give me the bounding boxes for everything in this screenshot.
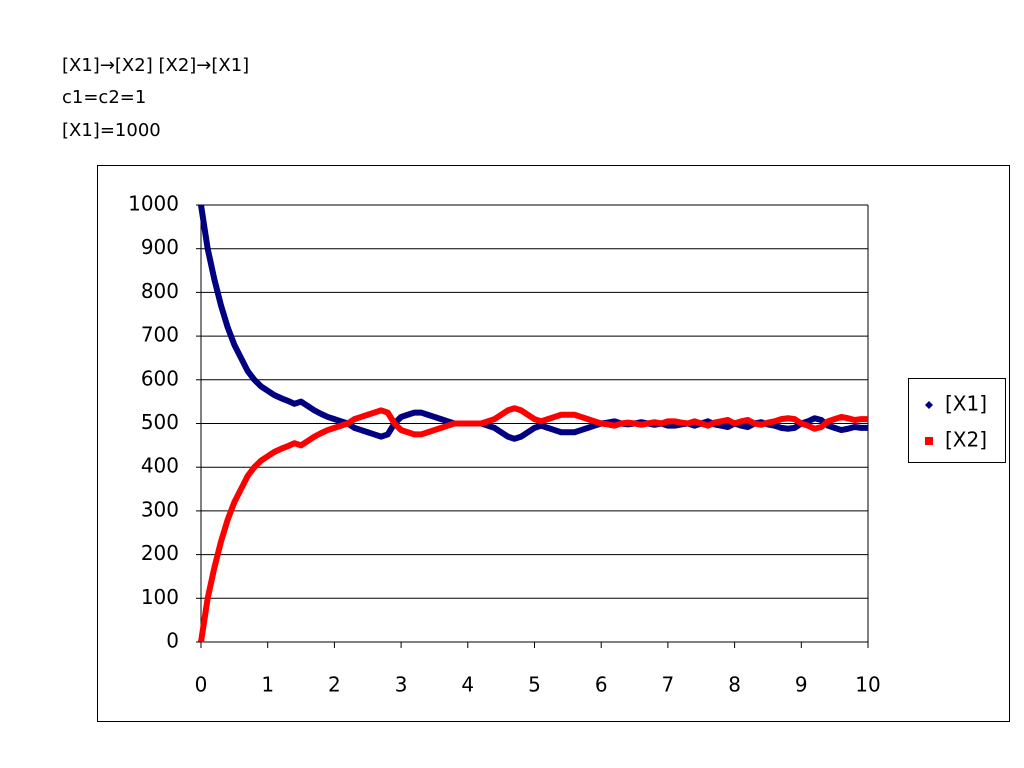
legend-label: [X1] [945,392,987,416]
annotation: [X1]=1000 [62,120,161,141]
y-tick-label: 800 [141,279,179,303]
legend-marker [925,401,933,409]
annotation: [X1]→[X2] [X2]→[X1] [62,55,249,76]
x-tick-label: 1 [261,673,274,697]
legend-marker [925,437,933,445]
y-tick-label: 600 [141,366,179,390]
x-tick-label: 0 [195,673,208,697]
legend-box [908,378,1006,463]
x-tick-label: 10 [855,673,880,697]
legend-label: [X2] [945,428,987,452]
y-tick-label: 700 [141,323,179,347]
x-tick-label: 6 [595,673,608,697]
y-tick-label: 200 [141,541,179,565]
y-tick-label: 400 [141,454,179,478]
x-tick-label: 8 [728,673,741,697]
y-tick-label: 900 [141,235,179,259]
x-tick-label: 9 [795,673,808,697]
y-tick-label: 100 [141,585,179,609]
x-tick-label: 4 [461,673,474,697]
series-line [198,405,868,643]
y-tick-label: 1000 [128,192,179,216]
x-tick-label: 5 [528,673,541,697]
y-tick-label: 300 [141,497,179,521]
annotation: c1=c2=1 [62,87,146,108]
y-tick-label: 0 [166,629,179,653]
x-tick-label: 3 [395,673,408,697]
y-tick-label: 500 [141,410,179,434]
x-tick-label: 7 [662,673,675,697]
x-tick-label: 2 [328,673,341,697]
chart-frame [97,165,1010,722]
